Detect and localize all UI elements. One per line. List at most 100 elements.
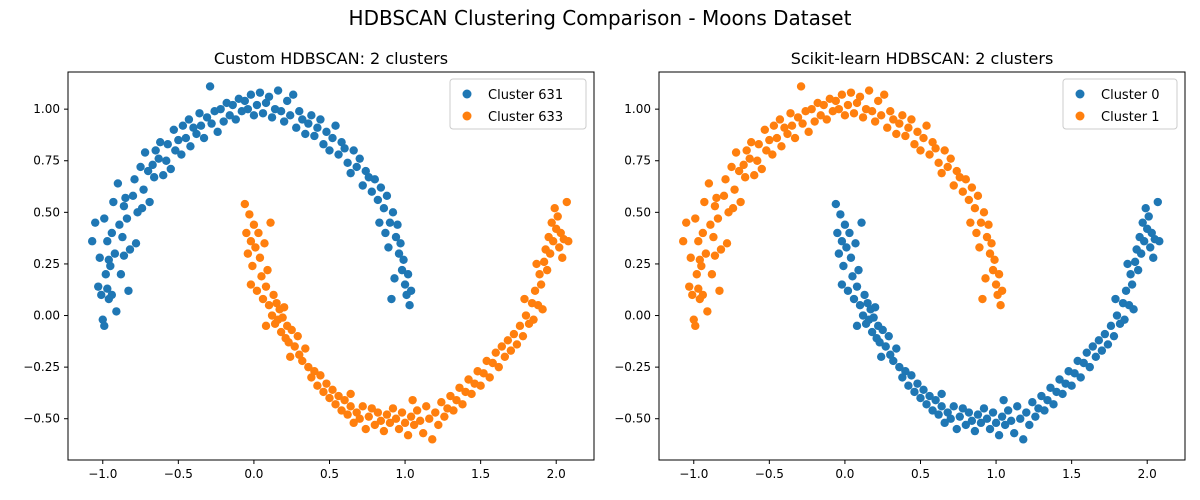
data-point	[978, 294, 987, 304]
data-point	[747, 137, 756, 147]
data-point	[1000, 420, 1010, 430]
data-point	[521, 311, 531, 320]
data-point	[467, 389, 476, 399]
data-point	[979, 404, 989, 413]
data-point	[258, 294, 268, 304]
data-point	[399, 255, 408, 265]
data-point	[334, 391, 343, 401]
x-tick-label: −0.5	[755, 467, 784, 481]
data-point	[355, 414, 364, 423]
data-point	[163, 140, 172, 149]
data-point	[264, 301, 274, 310]
data-point	[284, 338, 293, 347]
data-point	[313, 381, 322, 390]
data-point	[931, 144, 940, 153]
y-tick-label: 0.00	[33, 309, 60, 323]
data-point	[721, 175, 730, 184]
data-point	[497, 342, 506, 351]
data-point	[355, 154, 364, 163]
data-point	[491, 348, 500, 357]
data-point	[716, 245, 726, 254]
x-tick-label: 1.0	[987, 467, 1006, 481]
data-point	[869, 313, 878, 322]
data-point	[727, 162, 736, 172]
data-point	[843, 286, 853, 295]
data-point	[698, 290, 708, 300]
data-point	[987, 239, 996, 248]
data-point	[852, 321, 862, 331]
data-point	[860, 290, 869, 300]
data-point	[772, 133, 782, 143]
data-point	[367, 404, 377, 413]
data-point	[266, 218, 275, 227]
data-point	[1037, 391, 1046, 401]
data-point	[709, 232, 718, 242]
axes-frame	[67, 71, 595, 461]
data-point	[346, 402, 355, 411]
data-point	[249, 220, 259, 229]
data-point	[536, 280, 546, 289]
data-point	[937, 402, 946, 411]
data-point	[431, 408, 440, 417]
data-point	[728, 204, 738, 213]
x-tick-label: 0.0	[244, 467, 263, 481]
data-point	[316, 115, 325, 124]
data-point	[964, 195, 974, 205]
data-point	[400, 280, 410, 289]
data-point	[712, 193, 721, 203]
data-point	[985, 249, 995, 258]
data-point	[415, 416, 425, 425]
data-point	[1040, 406, 1049, 415]
data-point	[361, 424, 370, 434]
data-point	[870, 303, 880, 312]
data-point	[875, 338, 884, 347]
data-point	[1129, 305, 1138, 314]
data-point	[382, 191, 392, 201]
data-point	[955, 412, 964, 421]
data-point	[1010, 428, 1019, 438]
data-point	[745, 154, 754, 163]
data-point	[1155, 237, 1164, 246]
data-point	[889, 356, 898, 366]
data-point	[864, 86, 874, 95]
data-point	[530, 286, 540, 295]
data-point	[403, 431, 413, 440]
data-point	[91, 218, 100, 227]
data-point	[334, 150, 343, 159]
data-point	[231, 115, 240, 124]
data-point	[131, 239, 141, 248]
data-point	[548, 237, 558, 246]
data-point	[1013, 402, 1022, 411]
data-point	[1121, 286, 1131, 295]
data-point	[553, 212, 562, 221]
data-point	[406, 286, 416, 295]
data-point	[999, 395, 1008, 405]
data-point	[331, 121, 340, 130]
data-point	[207, 119, 216, 128]
data-point	[405, 301, 414, 310]
data-point	[901, 131, 910, 141]
data-point	[700, 197, 709, 207]
data-point	[512, 340, 522, 349]
data-point	[854, 265, 863, 275]
x-tick-label: 0.5	[911, 467, 930, 481]
data-point	[109, 197, 118, 207]
data-point	[479, 369, 488, 378]
data-point	[103, 237, 112, 246]
data-point	[248, 261, 257, 271]
y-tick-label: −0.50	[614, 412, 651, 426]
data-point	[807, 104, 816, 114]
data-point	[370, 420, 380, 430]
data-point	[810, 117, 819, 126]
data-point	[692, 270, 701, 279]
data-point	[878, 325, 887, 335]
data-point	[322, 379, 331, 388]
data-point	[787, 121, 797, 130]
x-tick-label: 2.0	[1138, 467, 1157, 481]
data-point	[1106, 321, 1116, 331]
data-point	[1019, 435, 1028, 444]
data-point	[440, 412, 449, 421]
data-point	[434, 420, 443, 430]
x-tick-label: −1.0	[88, 467, 117, 481]
data-point	[836, 210, 845, 219]
